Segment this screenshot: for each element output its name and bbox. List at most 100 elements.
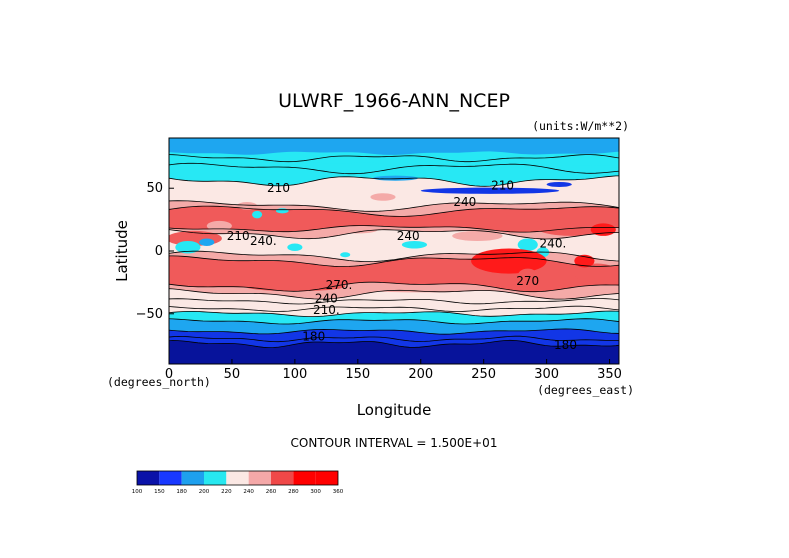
contour-label-10: 210.: [313, 303, 340, 317]
colorbar-cell-7: [293, 471, 316, 485]
colorbar-tick-2: 180: [176, 489, 187, 495]
color-patch-2: [372, 175, 419, 181]
color-patch-8: [175, 240, 201, 254]
colorbar-tick-6: 260: [266, 489, 277, 495]
colorbar-cell-3: [204, 471, 227, 485]
band-south-blue: [169, 318, 619, 335]
colorbar-cell-2: [181, 471, 204, 485]
contour-line-4: [169, 229, 619, 240]
color-patch-10: [287, 243, 303, 252]
contour-line-14: [169, 318, 619, 325]
contour-line-15: [169, 328, 619, 335]
color-patch-12: [517, 238, 538, 252]
band-antarctic: [169, 340, 619, 364]
contour-label-0: 210: [267, 181, 290, 195]
y-tick-label-0: 50: [146, 181, 163, 196]
contour-interval-text: CONTOUR INTERVAL = 1.500E+01: [291, 436, 498, 450]
color-patch-15: [275, 208, 289, 214]
band-north-cyan-2: [169, 163, 619, 187]
contour-label-2: 240: [453, 195, 476, 209]
contour-label-8: 270: [516, 274, 539, 288]
colorbar-tick-1: 150: [154, 489, 165, 495]
color-patch-22: [370, 193, 396, 201]
color-patches: [169, 175, 619, 311]
color-patch-20: [452, 230, 503, 241]
band-south-cyan: [169, 311, 619, 324]
colorbar-frame: [136, 470, 339, 486]
color-patch-3: [206, 220, 232, 231]
colorbar-cell-5: [248, 471, 271, 485]
color-patch-19: [574, 263, 619, 284]
x-tick-label-3: 150: [345, 367, 370, 382]
contour-line-1: [169, 175, 619, 187]
contour-line-0: [169, 162, 619, 175]
x-tick-label-7: 350: [597, 367, 622, 382]
x-tick-label-0: 0: [165, 367, 173, 382]
color-patch-23: [609, 240, 619, 249]
colorbar-cell-1: [159, 471, 182, 485]
contour-line-2: [169, 154, 619, 163]
color-patch-24: [517, 268, 538, 284]
colorbar-tick-0: 100: [132, 489, 143, 495]
y-axis-title: Latitude: [113, 220, 131, 282]
contour-line-13: [169, 310, 619, 317]
x-tick-label-1: 50: [224, 367, 241, 382]
color-patch-6: [534, 215, 610, 236]
x-tick-label-5: 250: [471, 367, 496, 382]
colorbar: 100 150 180 200 220 240 260 280 300 360: [132, 470, 344, 495]
x-tick-label-2: 100: [282, 367, 307, 382]
contour-line-7: [169, 250, 619, 262]
units-label: (units:W/m**2): [532, 119, 629, 133]
colorbar-tick-5: 240: [243, 489, 254, 495]
contour-line-12: [169, 305, 619, 312]
color-patch-0: [420, 187, 560, 194]
contour-line-17: [169, 339, 619, 349]
color-patch-17: [471, 248, 547, 274]
x-axis-title: Longitude: [357, 401, 432, 419]
contour-line-16: [169, 335, 619, 343]
colorbar-tick-4: 220: [221, 489, 232, 495]
colorbar-cell-0: [137, 471, 160, 485]
contour-line-11: [169, 298, 619, 305]
contour-label-11: 180: [302, 329, 325, 343]
y-tick-label-2: −50: [136, 307, 163, 322]
color-patch-4: [337, 225, 378, 234]
color-patch-11: [401, 240, 428, 249]
color-patch-14: [252, 210, 263, 219]
x-axis-ticks: 0 50 100 150 200 250 300 350: [165, 359, 622, 382]
x-tick-label-6: 300: [534, 367, 559, 382]
x-tick-label-4: 200: [408, 367, 433, 382]
contour-line-9: [169, 255, 619, 267]
contour-label-6: 240.: [540, 236, 567, 250]
contour-label-12: 180: [554, 338, 577, 352]
contour-line-3: [169, 200, 619, 212]
plot-area: [169, 138, 619, 364]
y-tick-label-1: 0: [155, 244, 163, 259]
color-patch-16: [340, 252, 351, 258]
color-patch-18: [169, 267, 211, 285]
contour-label-1: 210: [491, 179, 514, 193]
chart-title: ULWRF_1966-ANN_NCEP: [278, 90, 510, 112]
contour-line-10: [169, 281, 619, 293]
color-patch-1: [546, 181, 572, 187]
contour-label-9: 240: [315, 292, 338, 306]
band-north-inner-cyan: [169, 151, 619, 168]
colorbar-tick-9: 360: [333, 489, 344, 495]
colorbar-cell-8: [315, 471, 338, 485]
contour-label-4: 210: [227, 229, 250, 243]
contour-label-7: 270.: [326, 278, 353, 292]
contour-label-3: 240: [397, 229, 420, 243]
contour-lines: [169, 154, 619, 349]
y-axis-ticks: 50 0 −50: [136, 181, 174, 322]
contour-line-8: [169, 288, 619, 300]
x-units-label: (degrees_east): [537, 383, 634, 397]
colorbar-tick-7: 280: [288, 489, 299, 495]
color-patch-9: [199, 238, 215, 246]
colorbar-tick-8: 300: [310, 489, 321, 495]
colorbar-tick-3: 200: [199, 489, 210, 495]
contour-line-5: [169, 205, 619, 217]
colorbar-cell-4: [226, 471, 249, 485]
colorbar-cell-6: [271, 471, 294, 485]
